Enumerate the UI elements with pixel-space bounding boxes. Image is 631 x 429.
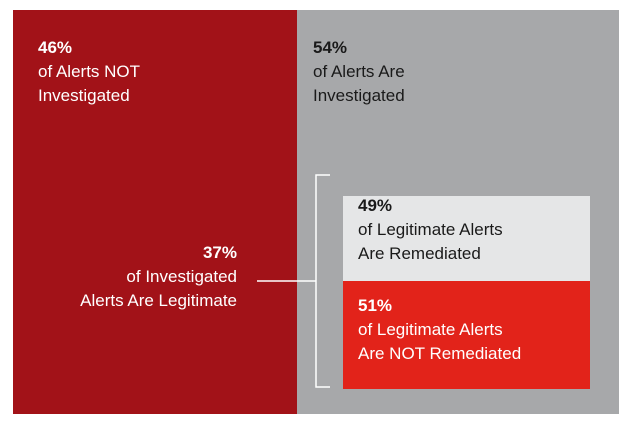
percent: 37% — [202, 243, 237, 262]
bracket — [315, 174, 330, 388]
investigated-label: 54% of Alerts Are Investigated — [313, 36, 405, 108]
percent: 51% — [358, 296, 393, 315]
text-line: Alerts Are Legitimate — [80, 291, 237, 310]
text-line: Are Remediated — [358, 244, 481, 263]
not-remediated-panel — [343, 281, 590, 389]
text-line: Are NOT Remediated — [358, 344, 522, 363]
percent: 49% — [358, 196, 393, 215]
legitimate-label: 37% of Investigated Alerts Are Legitimat… — [80, 241, 237, 313]
text-line: of Alerts NOT — [38, 62, 141, 81]
text-line: Investigated — [38, 86, 130, 105]
percent: 46% — [38, 38, 73, 57]
remediated-label: 49% of Legitimate Alerts Are Remediated — [358, 194, 503, 266]
text-line: of Legitimate Alerts — [358, 320, 503, 339]
text-line: of Investigated — [126, 267, 237, 286]
percent: 54% — [313, 38, 348, 57]
not-investigated-panel — [13, 10, 297, 414]
remediated-panel — [343, 196, 590, 281]
not-remediated-label: 51% of Legitimate Alerts Are NOT Remedia… — [358, 294, 521, 366]
text-line: of Alerts Are — [313, 62, 405, 81]
text-line: Investigated — [313, 86, 405, 105]
not-investigated-label: 46% of Alerts NOT Investigated — [38, 36, 140, 108]
text-line: of Legitimate Alerts — [358, 220, 503, 239]
